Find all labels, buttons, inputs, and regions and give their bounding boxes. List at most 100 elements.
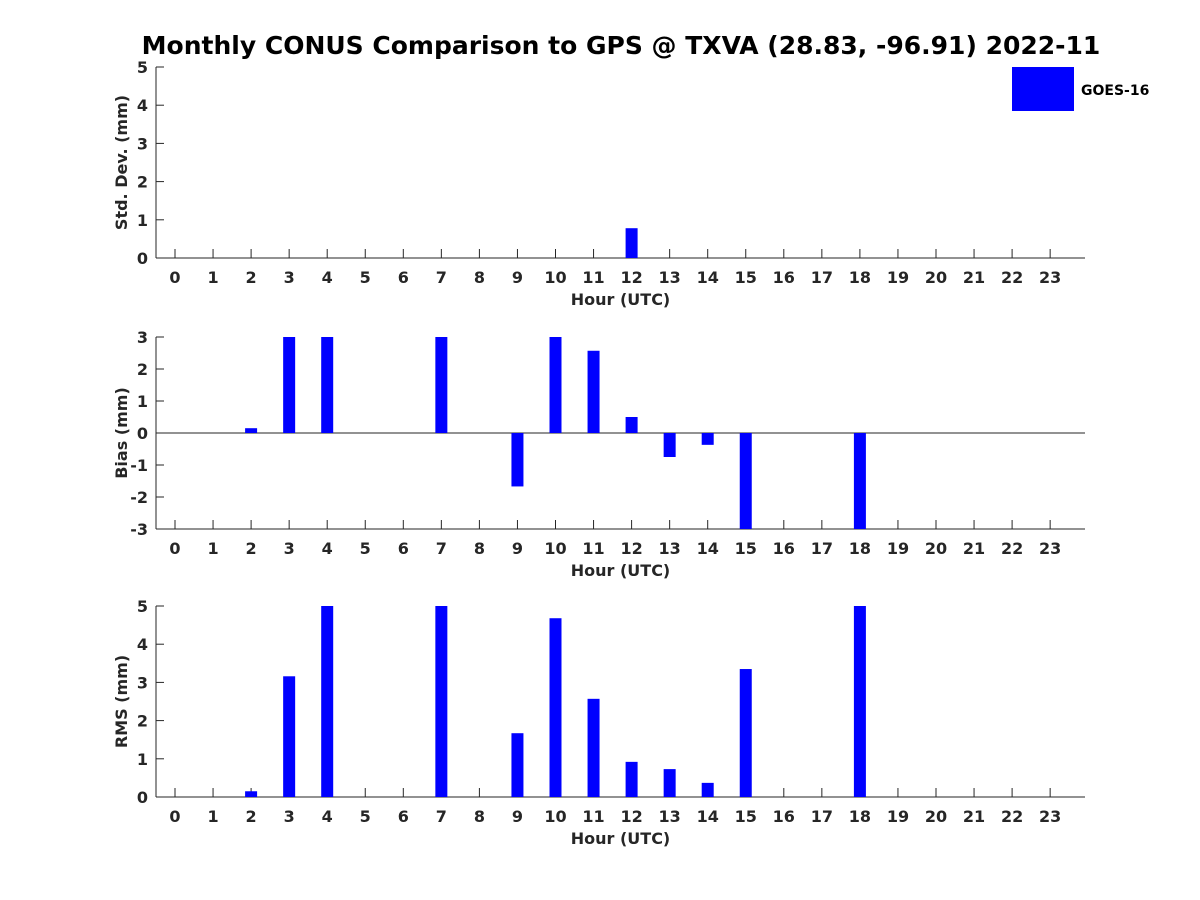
- y-tick-label: 1: [137, 392, 148, 411]
- x-tick-label: 10: [544, 539, 566, 558]
- y-tick-label: -3: [130, 520, 148, 539]
- x-tick-label: 1: [207, 807, 218, 826]
- x-tick-label: 14: [697, 539, 719, 558]
- bar-bias-hour-2: [245, 428, 258, 433]
- y-tick-label: 0: [137, 788, 148, 807]
- x-tick-label: 15: [735, 807, 757, 826]
- y-axis-label: Bias (mm): [112, 387, 131, 479]
- bar-bias-hour-13: [663, 433, 676, 457]
- x-tick-label: 11: [582, 268, 604, 287]
- x-tick-label: 4: [322, 807, 333, 826]
- x-tick-label: 0: [169, 539, 180, 558]
- x-tick-label: 16: [773, 268, 795, 287]
- x-tick-label: 23: [1039, 268, 1061, 287]
- x-tick-label: 18: [849, 539, 871, 558]
- x-tick-label: 4: [322, 268, 333, 287]
- x-tick-label: 12: [620, 539, 642, 558]
- x-tick-label: 1: [207, 268, 218, 287]
- x-tick-label: 9: [512, 807, 523, 826]
- y-tick-label: 4: [137, 635, 148, 654]
- y-tick-label: 4: [137, 96, 148, 115]
- x-tick-label: 0: [169, 268, 180, 287]
- bar-bias-hour-18: [853, 433, 866, 529]
- x-tick-label: 7: [436, 268, 447, 287]
- y-tick-label: 3: [137, 328, 148, 347]
- x-tick-label: 3: [284, 807, 295, 826]
- x-tick-label: 17: [811, 268, 833, 287]
- bar-std-dev-hour-12: [625, 228, 638, 258]
- bar-bias-hour-15: [739, 433, 752, 529]
- x-tick-label: 5: [360, 539, 371, 558]
- x-tick-label: 2: [246, 268, 257, 287]
- x-tick-label: 21: [963, 539, 985, 558]
- x-tick-label: 17: [811, 807, 833, 826]
- y-tick-label: 3: [137, 134, 148, 153]
- y-tick-label: 2: [137, 360, 148, 379]
- legend: GOES-16: [1012, 67, 1149, 111]
- x-tick-label: 14: [697, 807, 719, 826]
- x-tick-label: 15: [735, 268, 757, 287]
- x-tick-label: 8: [474, 539, 485, 558]
- bar-rms-hour-15: [739, 669, 752, 797]
- y-tick-label: 5: [137, 597, 148, 616]
- bar-rms-hour-7: [435, 606, 448, 797]
- x-tick-label: 21: [963, 807, 985, 826]
- x-tick-label: 19: [887, 807, 909, 826]
- x-tick-label: 8: [474, 807, 485, 826]
- x-tick-label: 13: [659, 539, 681, 558]
- x-tick-label: 23: [1039, 807, 1061, 826]
- y-tick-label: 0: [137, 424, 148, 443]
- bar-rms-hour-3: [283, 676, 296, 797]
- x-tick-label: 15: [735, 539, 757, 558]
- x-tick-label: 5: [360, 807, 371, 826]
- y-tick-label: 2: [137, 173, 148, 192]
- legend-swatch: [1012, 67, 1074, 111]
- bar-bias-hour-7: [435, 337, 448, 433]
- bar-rms-hour-11: [587, 698, 600, 797]
- x-tick-label: 2: [246, 539, 257, 558]
- x-tick-label: 13: [659, 268, 681, 287]
- x-tick-label: 10: [544, 268, 566, 287]
- x-tick-label: 3: [284, 268, 295, 287]
- x-axis-label: Hour (UTC): [571, 561, 671, 580]
- x-tick-label: 21: [963, 268, 985, 287]
- x-tick-label: 19: [887, 268, 909, 287]
- x-tick-label: 23: [1039, 539, 1061, 558]
- x-tick-label: 12: [620, 807, 642, 826]
- x-tick-label: 7: [436, 807, 447, 826]
- x-tick-label: 22: [1001, 539, 1023, 558]
- y-tick-label: 1: [137, 750, 148, 769]
- y-tick-label: -1: [130, 456, 148, 475]
- x-tick-label: 20: [925, 539, 947, 558]
- y-axis-label: RMS (mm): [112, 655, 131, 748]
- bar-bias-hour-3: [283, 337, 296, 433]
- bar-bias-hour-14: [701, 433, 714, 445]
- x-tick-label: 6: [398, 807, 409, 826]
- x-tick-label: 13: [659, 807, 681, 826]
- y-tick-label: -2: [130, 488, 148, 507]
- bar-rms-hour-13: [663, 769, 676, 797]
- x-tick-label: 20: [925, 807, 947, 826]
- bar-rms-hour-12: [625, 761, 638, 797]
- x-tick-label: 19: [887, 539, 909, 558]
- x-tick-label: 9: [512, 268, 523, 287]
- x-tick-label: 17: [811, 539, 833, 558]
- bar-bias-hour-9: [511, 433, 524, 487]
- x-tick-label: 4: [322, 539, 333, 558]
- y-tick-label: 2: [137, 712, 148, 731]
- x-tick-label: 20: [925, 268, 947, 287]
- x-tick-label: 10: [544, 807, 566, 826]
- bar-bias-hour-10: [549, 337, 562, 433]
- bar-rms-hour-18: [853, 606, 866, 797]
- chart-title: Monthly CONUS Comparison to GPS @ TXVA (…: [142, 31, 1101, 60]
- x-tick-label: 16: [773, 807, 795, 826]
- x-tick-label: 6: [398, 268, 409, 287]
- x-tick-label: 11: [582, 539, 604, 558]
- y-tick-label: 5: [137, 58, 148, 77]
- bar-rms-hour-10: [549, 618, 562, 797]
- x-tick-label: 3: [284, 539, 295, 558]
- x-tick-label: 7: [436, 539, 447, 558]
- x-tick-label: 22: [1001, 807, 1023, 826]
